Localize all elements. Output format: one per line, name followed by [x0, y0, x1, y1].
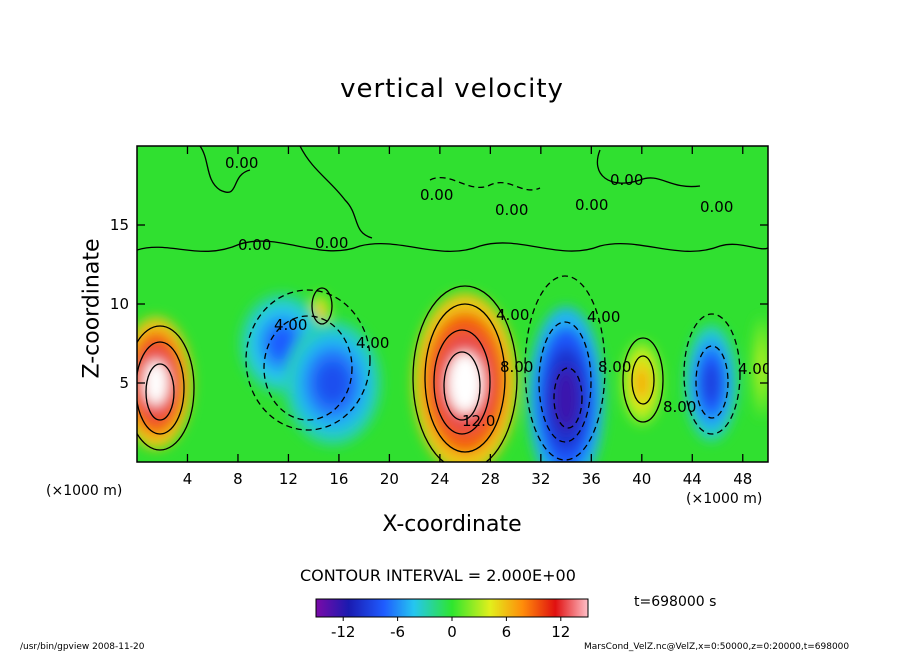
contour-label: 4.00 — [587, 308, 620, 326]
contour-label: 8.00 — [598, 358, 631, 376]
heatmap-cell — [635, 368, 649, 398]
colorbar — [315, 598, 589, 618]
y-tick-label: 5 — [119, 374, 129, 392]
x-tick-label: 16 — [329, 470, 348, 488]
x-tick-label: 28 — [481, 470, 500, 488]
footer-left: /usr/bin/gpview 2008-11-20 — [20, 642, 145, 652]
x-tick-label: 32 — [531, 470, 550, 488]
contour-label: 4.00 — [496, 306, 529, 324]
heatmap-cell — [316, 305, 324, 319]
contour-label: 0.00 — [225, 154, 258, 172]
contour-label: 0.00 — [610, 171, 643, 189]
colorbar-tick-label: 0 — [447, 623, 457, 641]
contour-label: 0.00 — [420, 186, 453, 204]
contour-interval-label: CONTOUR INTERVAL = 2.000E+00 — [300, 566, 576, 585]
colorbar-tick-label: -12 — [331, 623, 356, 641]
heatmap-cell — [758, 350, 766, 385]
x-axis-label: X-coordinate — [382, 512, 522, 537]
contour-label: 4.00 — [738, 360, 771, 378]
x-tick-label: 44 — [683, 470, 702, 488]
footer-right: MarsCond_VelZ.nc@VelZ,x=0:50000,z=0:2000… — [584, 642, 850, 652]
contour-label: 8.00 — [663, 398, 696, 416]
colorbar-tick-label: -6 — [390, 623, 405, 641]
contour-label: 0.00 — [700, 198, 733, 216]
contour-label: 0.00 — [238, 236, 271, 254]
contour-label: 12.0 — [462, 412, 495, 430]
heatmap-cell — [316, 361, 349, 405]
heatmap-cell — [553, 367, 580, 431]
y-tick-label: 10 — [110, 295, 129, 313]
y-tick-label: 15 — [110, 216, 129, 234]
x-tick-label: 48 — [733, 470, 752, 488]
contour-label: 8.00 — [500, 358, 533, 376]
x-unit-label: (×1000 m) — [686, 491, 763, 507]
heatmap-cell — [447, 352, 483, 414]
contour-label: 0.00 — [315, 234, 348, 252]
y-axis-label: Z-coordinate — [79, 238, 105, 379]
x-tick-label: 12 — [279, 470, 298, 488]
contour-label: 0.00 — [495, 201, 528, 219]
heatmap-cell — [267, 326, 297, 361]
chart-title: vertical velocity — [340, 74, 564, 104]
contour-label: 4.00 — [274, 316, 307, 334]
x-tick-label: 4 — [183, 470, 193, 488]
heatmap-cell — [702, 363, 721, 403]
heatmap-cell — [143, 360, 169, 406]
x-tick-label: 36 — [582, 470, 601, 488]
contour-label: 0.00 — [575, 196, 608, 214]
colorbar-tick-label: 6 — [502, 623, 512, 641]
x-tick-label: 20 — [380, 470, 399, 488]
time-label: t=698000 s — [634, 594, 717, 610]
contour-label: 4.00 — [356, 334, 389, 352]
x-tick-label: 40 — [632, 470, 651, 488]
colorbar-tick-label: 12 — [551, 623, 570, 641]
y-unit-label: (×1000 m) — [46, 483, 123, 499]
x-tick-label: 24 — [430, 470, 449, 488]
x-tick-label: 8 — [233, 470, 243, 488]
